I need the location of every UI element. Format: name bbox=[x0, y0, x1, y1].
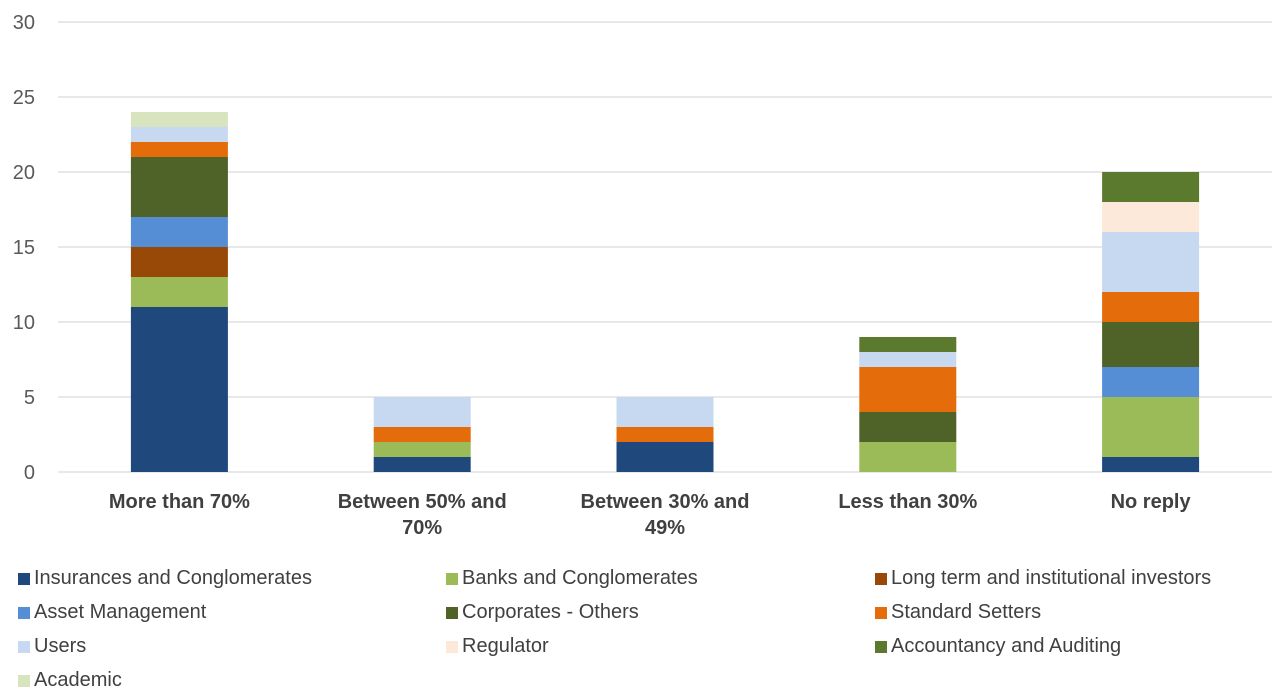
bar-segment bbox=[1102, 232, 1200, 292]
bar-segment bbox=[1102, 292, 1200, 322]
bar-segment bbox=[130, 127, 228, 142]
legend-swatch bbox=[875, 606, 887, 619]
legend-label: Asset Management bbox=[34, 601, 207, 623]
legend-item: Asset Management bbox=[18, 601, 206, 624]
stacked-bar-chart: 0 5 10 15 20 25 30 More than 70% Between 50% an… bbox=[13, 12, 1272, 539]
bar-segment bbox=[616, 442, 714, 472]
bar-segment bbox=[130, 142, 228, 157]
x-axis-category-labels: More than 70% Between 50% and 70% Between 3… bbox=[109, 491, 1192, 539]
bar-segment bbox=[130, 307, 228, 472]
legend-item: Users bbox=[18, 635, 86, 658]
x-category-label-line: No reply bbox=[1111, 491, 1192, 513]
x-category-label-line: 49% bbox=[645, 517, 685, 539]
bar-segment bbox=[859, 412, 957, 442]
legend-item: Banks and Conglomerates bbox=[446, 567, 698, 590]
legend-label: Banks and Conglomerates bbox=[462, 567, 698, 589]
x-category-label: More than 70% bbox=[109, 491, 250, 513]
bar-segment bbox=[1102, 397, 1200, 457]
bar-segment bbox=[1102, 457, 1200, 472]
bar-segment bbox=[373, 427, 471, 442]
legend-item: Accountancy and Auditing bbox=[875, 635, 1121, 658]
legend-swatch bbox=[446, 606, 458, 619]
bar-segment bbox=[130, 157, 228, 217]
bar-segment bbox=[859, 367, 957, 412]
legend-item: Academic bbox=[18, 669, 122, 692]
legend-label: Corporates - Others bbox=[462, 601, 639, 623]
legend-swatch bbox=[446, 640, 458, 653]
bar-segment bbox=[130, 217, 228, 247]
bar-segment bbox=[859, 352, 957, 367]
legend-label: Standard Setters bbox=[891, 601, 1042, 623]
legend-swatch bbox=[446, 572, 458, 585]
bars bbox=[130, 112, 1200, 472]
y-tick-label: 10 bbox=[13, 312, 35, 334]
x-category-label: Between 30% and 49% bbox=[581, 491, 750, 539]
legend-swatch bbox=[18, 606, 30, 619]
x-category-label-line: Between 30% and bbox=[581, 491, 750, 513]
bar-segment bbox=[130, 112, 228, 127]
legend-swatch bbox=[875, 572, 887, 585]
bar-segment bbox=[1102, 172, 1200, 202]
bar-segment bbox=[130, 277, 228, 307]
legend-swatch bbox=[875, 640, 887, 653]
bar-segment bbox=[1102, 367, 1200, 397]
bar-segment bbox=[373, 442, 471, 457]
legend-label: Long term and institutional investors bbox=[891, 567, 1212, 589]
legend-swatch bbox=[18, 674, 30, 687]
legend-label: Regulator bbox=[462, 635, 549, 657]
x-category-label-line: 70% bbox=[402, 517, 442, 539]
bar-segment bbox=[1102, 202, 1200, 232]
y-tick-label: 0 bbox=[24, 462, 35, 484]
bar-segment bbox=[616, 427, 714, 442]
legend-item: Long term and institutional investors bbox=[875, 567, 1211, 590]
y-axis-tick-labels: 0 5 10 15 20 25 30 bbox=[13, 12, 35, 484]
y-tick-label: 20 bbox=[13, 162, 35, 184]
legend-item: Corporates - Others bbox=[446, 601, 639, 624]
bar-segment bbox=[1102, 322, 1200, 367]
y-tick-label: 5 bbox=[24, 387, 35, 409]
legend-item: Insurances and Conglomerates bbox=[18, 567, 312, 590]
bar-segment bbox=[373, 457, 471, 472]
x-category-label: Less than 30% bbox=[838, 491, 977, 513]
legend-label: Academic bbox=[34, 669, 122, 691]
bar-segment bbox=[616, 397, 714, 427]
legend-item: Regulator bbox=[446, 635, 549, 658]
x-category-label: Between 50% and 70% bbox=[338, 491, 507, 539]
legend-swatch bbox=[18, 572, 30, 585]
legend-item: Standard Setters bbox=[875, 601, 1041, 624]
legend-label: Insurances and Conglomerates bbox=[34, 567, 312, 589]
x-category-label-line: Between 50% and bbox=[338, 491, 507, 513]
bar-segment bbox=[859, 442, 957, 472]
y-tick-label: 15 bbox=[13, 237, 35, 259]
x-category-label: No reply bbox=[1111, 491, 1192, 513]
gridlines bbox=[58, 21, 1272, 473]
y-tick-label: 25 bbox=[13, 87, 35, 109]
bar-segment bbox=[373, 397, 471, 427]
bar-segment bbox=[130, 247, 228, 277]
x-category-label-line: Less than 30% bbox=[838, 491, 977, 513]
x-category-label-line: More than 70% bbox=[109, 491, 250, 513]
legend-swatch bbox=[18, 640, 30, 653]
y-tick-label: 30 bbox=[13, 12, 35, 34]
legend-label: Accountancy and Auditing bbox=[891, 635, 1122, 657]
bar-segment bbox=[859, 337, 957, 352]
legend-label: Users bbox=[34, 635, 87, 657]
